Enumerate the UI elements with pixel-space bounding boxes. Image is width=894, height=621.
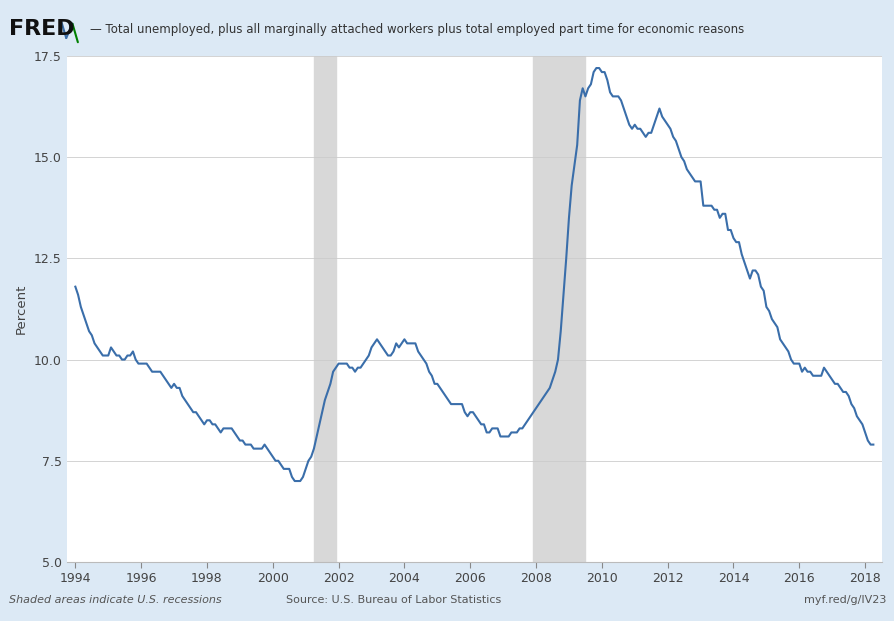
Bar (314, 56, 335, 562)
Text: FRED: FRED (9, 19, 74, 39)
Text: myf.red/g/IV23: myf.red/g/IV23 (803, 595, 885, 605)
Text: Shaded areas indicate U.S. recessions: Shaded areas indicate U.S. recessions (9, 595, 222, 605)
Y-axis label: Percent: Percent (15, 284, 28, 334)
Text: Source: U.S. Bureau of Labor Statistics: Source: U.S. Bureau of Labor Statistics (286, 595, 501, 605)
Text: — Total unemployed, plus all marginally attached workers plus total employed par: — Total unemployed, plus all marginally … (89, 22, 743, 35)
Bar (533, 56, 585, 562)
